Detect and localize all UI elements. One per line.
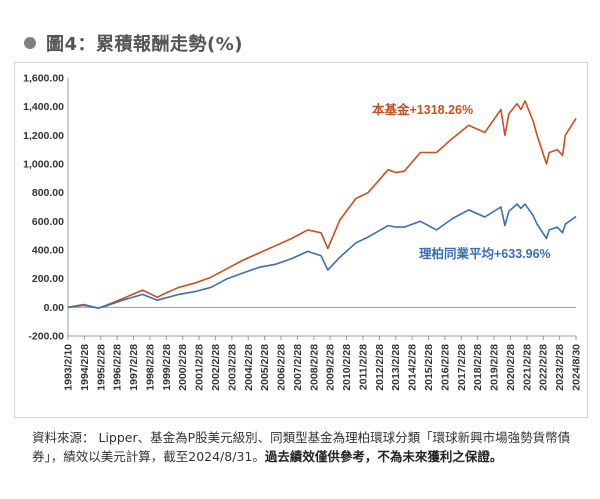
x-tick-label: 1999/2/28 <box>161 344 173 391</box>
peer-average-line <box>67 203 577 309</box>
x-tick-label: 2009/2/28 <box>325 344 337 391</box>
y-tick-label: 1,000.00 <box>23 159 64 171</box>
cumulative-return-chart: -200.00 0.00 200.00 400.00 600.00 800.00 1,000… <box>23 73 583 391</box>
fund-line <box>67 100 577 309</box>
chart-container: -200.00 0.00 200.00 400.00 600.00 800.00 1,000… <box>0 62 600 422</box>
x-tick-label: 1996/2/28 <box>112 344 124 391</box>
y-tick-label: 400.00 <box>32 245 64 257</box>
footnote: 資料來源： Lipper、基金為P股美元級別、同類型基金為理柏環球分類「環球新興… <box>32 428 582 466</box>
x-tick-label: 2019/2/28 <box>489 344 501 391</box>
y-tick-label: 800.00 <box>32 187 64 199</box>
x-tick-label: 2000/2/28 <box>177 344 189 391</box>
x-tick-label: 2002/2/28 <box>210 344 222 391</box>
x-tick-label: 1995/2/28 <box>95 344 107 391</box>
y-tick-label: 1,600.00 <box>23 73 64 85</box>
figure-title-text: 圖4：累積報酬走勢(%) <box>46 34 244 55</box>
x-tick-label: 2023/2/28 <box>554 344 566 391</box>
x-tick-label: 2013/2/28 <box>390 344 402 391</box>
y-tick-label: 1,200.00 <box>23 130 64 142</box>
footnote-disclaimer: 過去績效僅供參考，不為未來獲利之保證。 <box>264 449 503 464</box>
x-tick-label: 1998/2/28 <box>144 344 156 391</box>
series-labels: 本基金+1318.26% 理柏同業平均+633.96% <box>372 102 551 261</box>
y-tick-label: 200.00 <box>32 273 64 285</box>
fund-series-label: 本基金+1318.26% <box>372 102 473 117</box>
chart-frame <box>14 62 588 418</box>
bullet-icon <box>24 37 36 49</box>
x-tick-label: 2016/2/28 <box>439 344 451 391</box>
x-tick-label: 2001/2/28 <box>194 344 206 391</box>
x-tick-label: 2011/2/28 <box>357 344 369 390</box>
x-tick-label: 2007/2/28 <box>292 344 304 391</box>
x-tick-label: 2012/2/28 <box>374 344 386 391</box>
y-tick-label: 0.00 <box>44 302 65 314</box>
x-tick-label: 2020/2/28 <box>505 344 517 391</box>
x-tick-label: 1993/2/10 <box>63 344 75 391</box>
x-tick-label: 2005/2/28 <box>259 344 271 391</box>
x-tick-label: 1997/2/28 <box>128 344 140 391</box>
y-tick-label: -200.00 <box>28 331 64 343</box>
y-axis: -200.00 0.00 200.00 400.00 600.00 800.00 1,000… <box>23 73 576 343</box>
x-tick-label: 2024/8/30 <box>571 344 583 391</box>
peer-series-label: 理柏同業平均+633.96% <box>419 246 551 261</box>
x-tick-label: 2018/2/28 <box>472 344 484 391</box>
x-tick-label: 2008/2/28 <box>308 344 320 391</box>
figure-title: 圖4：累積報酬走勢(%) <box>24 30 243 56</box>
series-layer <box>67 100 577 309</box>
x-tick-label: 2006/2/28 <box>276 344 288 391</box>
x-tick-label: 2010/2/28 <box>341 344 353 391</box>
x-tick-label: 2021/2/28 <box>521 344 533 391</box>
x-tick-label: 2004/2/28 <box>243 344 255 391</box>
y-tick-label: 600.00 <box>32 216 64 228</box>
x-tick-label: 2015/2/28 <box>423 344 435 391</box>
x-tick-label: 2022/2/28 <box>538 344 550 391</box>
x-tick-label: 1994/2/28 <box>79 344 91 391</box>
y-tick-label: 1,400.00 <box>23 101 64 113</box>
x-tick-label: 2017/2/28 <box>456 344 468 391</box>
x-axis: 1993/2/10 1994/2/28 1995/2/28 1996/2/28 1997… <box>63 335 583 391</box>
footnote-text: 資料來源： Lipper、基金為P股美元級別、同類型基金為理柏環球分類「環球新興… <box>32 430 571 464</box>
x-tick-label: 2014/2/28 <box>407 344 419 391</box>
x-tick-label: 2003/2/28 <box>226 344 238 391</box>
